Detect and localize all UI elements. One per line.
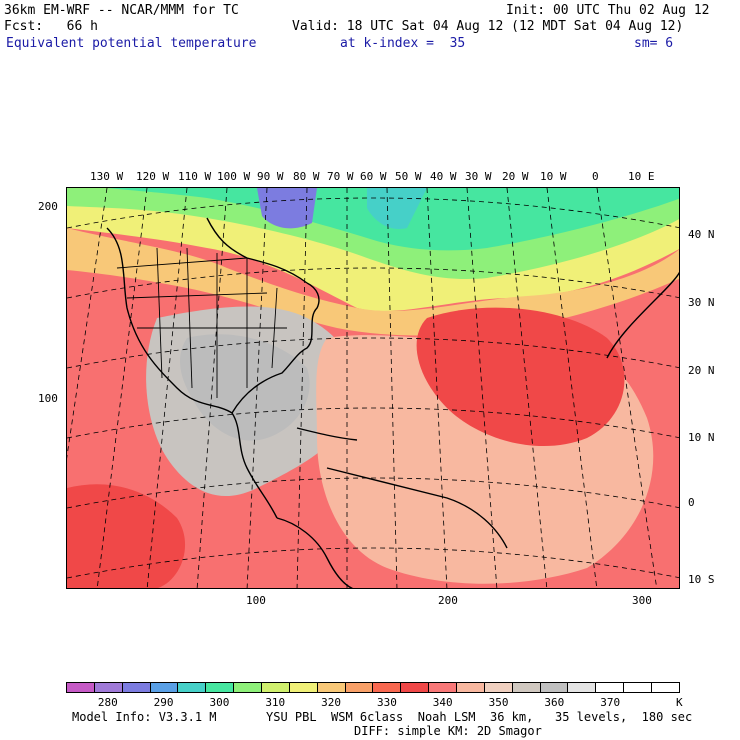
colorbar-swatch — [178, 683, 207, 692]
lon-label: 120 W — [136, 170, 170, 183]
colorbar-label: 330 — [376, 696, 397, 709]
borders — [116, 247, 287, 398]
colorbar-swatch — [122, 683, 151, 692]
model-info: Model Info: V3.3.1 M — [72, 710, 217, 724]
colorbar-swatch — [596, 683, 625, 692]
colorbar-swatch — [150, 683, 179, 692]
colorbar-swatch — [401, 683, 430, 692]
colorbar-swatch — [624, 683, 653, 692]
colorbar-swatch — [373, 683, 402, 692]
lon-label: 30 W — [465, 170, 492, 183]
coastlines — [106, 217, 679, 588]
grid-label-left: 100 — [38, 392, 58, 405]
colorbar-swatch — [652, 683, 679, 692]
graticule — [67, 188, 679, 588]
colorbar-swatch — [512, 683, 541, 692]
lat-label: 0 — [688, 496, 695, 509]
colorbar-label: 310 — [265, 696, 286, 709]
lon-label: 50 W — [395, 170, 422, 183]
field-purple — [257, 188, 317, 229]
physics-info-2: DIFF: simple KM: 2D Smagor — [354, 724, 542, 738]
valid-time: Valid: 18 UTC Sat 04 Aug 12 (12 MDT Sat … — [292, 19, 684, 34]
lon-label: 110 W — [178, 170, 212, 183]
level-index: at k-index = 35 — [340, 36, 466, 51]
theta-e-map — [66, 187, 680, 589]
lon-label: 10 W — [540, 170, 567, 183]
colorbar-label: 350 — [488, 696, 509, 709]
init-time: Init: 00 UTC Thu 02 Aug 12 — [506, 3, 710, 18]
lon-label: 70 W — [327, 170, 354, 183]
lon-label: 90 W — [257, 170, 284, 183]
lon-label: 80 W — [293, 170, 320, 183]
field-pacific-red — [67, 484, 186, 588]
lat-label: 10 N — [688, 431, 715, 444]
lon-label: 40 W — [430, 170, 457, 183]
colorbar-label: 300 — [209, 696, 230, 709]
model-title: 36km EM-WRF -- NCAR/MMM for TC — [4, 3, 239, 18]
colorbar-label: 280 — [97, 696, 118, 709]
lon-label: 0 — [592, 170, 599, 183]
forecast-hour: Fcst: 66 h — [4, 19, 98, 34]
lat-label: 10 S — [688, 573, 715, 586]
colorbar-unit: K — [676, 696, 683, 709]
colorbar-label: 290 — [153, 696, 174, 709]
colorbar-swatch — [484, 683, 513, 692]
lon-label: 130 W — [90, 170, 124, 183]
colorbar — [66, 682, 680, 693]
field-name: Equivalent potential temperature — [6, 36, 257, 51]
lon-label: 100 W — [217, 170, 251, 183]
map-canvas — [67, 188, 679, 588]
colorbar-swatch — [317, 683, 346, 692]
colorbar-swatch — [568, 683, 597, 692]
lon-label: 20 W — [502, 170, 529, 183]
field-red — [416, 307, 625, 447]
lat-label: 20 N — [688, 364, 715, 377]
colorbar-label: 370 — [600, 696, 621, 709]
field-orange — [67, 228, 679, 336]
colorbar-label: 320 — [321, 696, 341, 709]
colorbar-swatch — [262, 683, 290, 692]
colorbar-label: 360 — [544, 696, 565, 709]
colorbar-swatch — [67, 683, 95, 692]
colorbar-swatch — [94, 683, 123, 692]
colorbar-swatch — [206, 683, 235, 692]
grid-label-bottom: 300 — [632, 594, 652, 607]
colorbar-swatch — [429, 683, 458, 692]
colorbar-swatch — [457, 683, 485, 692]
grid-label-left: 200 — [38, 200, 58, 213]
grid-label-bottom: 100 — [246, 594, 266, 607]
colorbar-swatch — [289, 683, 318, 692]
lon-label: 10 E — [628, 170, 655, 183]
lon-label: 60 W — [360, 170, 387, 183]
colorbar-swatch — [540, 683, 569, 692]
lat-label: 30 N — [688, 296, 715, 309]
smoothing: sm= 6 — [634, 36, 674, 51]
colorbar-swatch — [234, 683, 263, 692]
lat-label: 40 N — [688, 228, 715, 241]
colorbar-swatch — [345, 683, 374, 692]
field-darkgrey — [180, 334, 310, 441]
physics-info-1: YSU PBL WSM 6class Noah LSM 36 km, 35 le… — [266, 710, 693, 724]
grid-label-bottom: 200 — [438, 594, 458, 607]
colorbar-label: 340 — [432, 696, 453, 709]
